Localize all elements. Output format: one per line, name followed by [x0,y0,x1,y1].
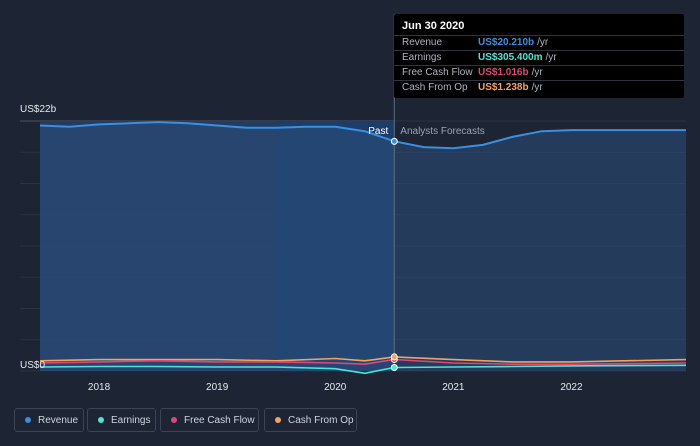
legend-item-free-cash-flow[interactable]: Free Cash Flow [160,408,259,432]
marker-cash-from-op [390,353,398,361]
x-tick-label: 2021 [442,382,465,393]
x-tick-label: 2022 [560,382,583,393]
x-tick-label: 2018 [88,382,111,393]
cash-from-op-dot-icon [275,417,281,423]
forecast-label: Analysts Forecasts [400,126,484,137]
x-axis-ticks: 2018 2019 2020 2021 2022 [88,382,583,393]
series-line-free-cash-flow [39,358,687,366]
free-cash-flow-dot-icon [171,417,177,423]
revenue-dot-icon [25,417,31,423]
y-axis-min-label: US$0 [20,360,46,371]
legend-item-earnings[interactable]: Earnings [87,408,156,432]
tooltip-value: US$1.016b/yr [478,67,543,78]
tooltip-row-cash-from-op: Cash From Op US$1.238b/yr [394,80,684,95]
legend-label: Revenue [38,415,79,426]
revenue-area [40,122,686,372]
tooltip-value: US$305.400m/yr [478,52,557,63]
tooltip: Jun 30 2020 Revenue US$20.210b/yr Earnin… [394,14,684,98]
legend-label: Cash From Op [288,415,354,426]
tooltip-value: US$20.210b/yr [478,37,549,48]
legend-item-revenue[interactable]: Revenue [14,408,84,432]
tooltip-row-earnings: Earnings US$305.400m/yr [394,50,684,65]
tooltip-label: Cash From Op [402,82,468,93]
series-line-revenue [39,121,686,150]
tooltip-label: Free Cash Flow [402,67,473,78]
hover-markers [390,137,398,372]
marker-revenue [390,137,398,145]
marker-earnings [390,364,398,372]
legend-label: Earnings [111,415,151,426]
x-tick-label: 2020 [324,382,347,393]
series-lines [39,121,687,375]
y-axis-max-label: US$22b [20,104,57,115]
series-line-cash-from-op [39,356,687,363]
series-line-earnings [39,364,687,375]
tooltip-row-free-cash-flow: Free Cash Flow US$1.016b/yr [394,65,684,80]
tooltip-label: Earnings [402,52,442,63]
earnings-dot-icon [98,417,104,423]
tooltip-row-revenue: Revenue US$20.210b/yr [394,35,684,50]
past-label: Past [368,126,388,137]
tooltip-label: Revenue [402,37,443,48]
legend-item-cash-from-op[interactable]: Cash From Op [264,408,357,432]
x-tick-label: 2019 [206,382,229,393]
tooltip-date: Jun 30 2020 [402,20,465,32]
legend-label: Free Cash Flow [184,415,255,426]
tooltip-value: US$1.238b/yr [478,82,543,93]
